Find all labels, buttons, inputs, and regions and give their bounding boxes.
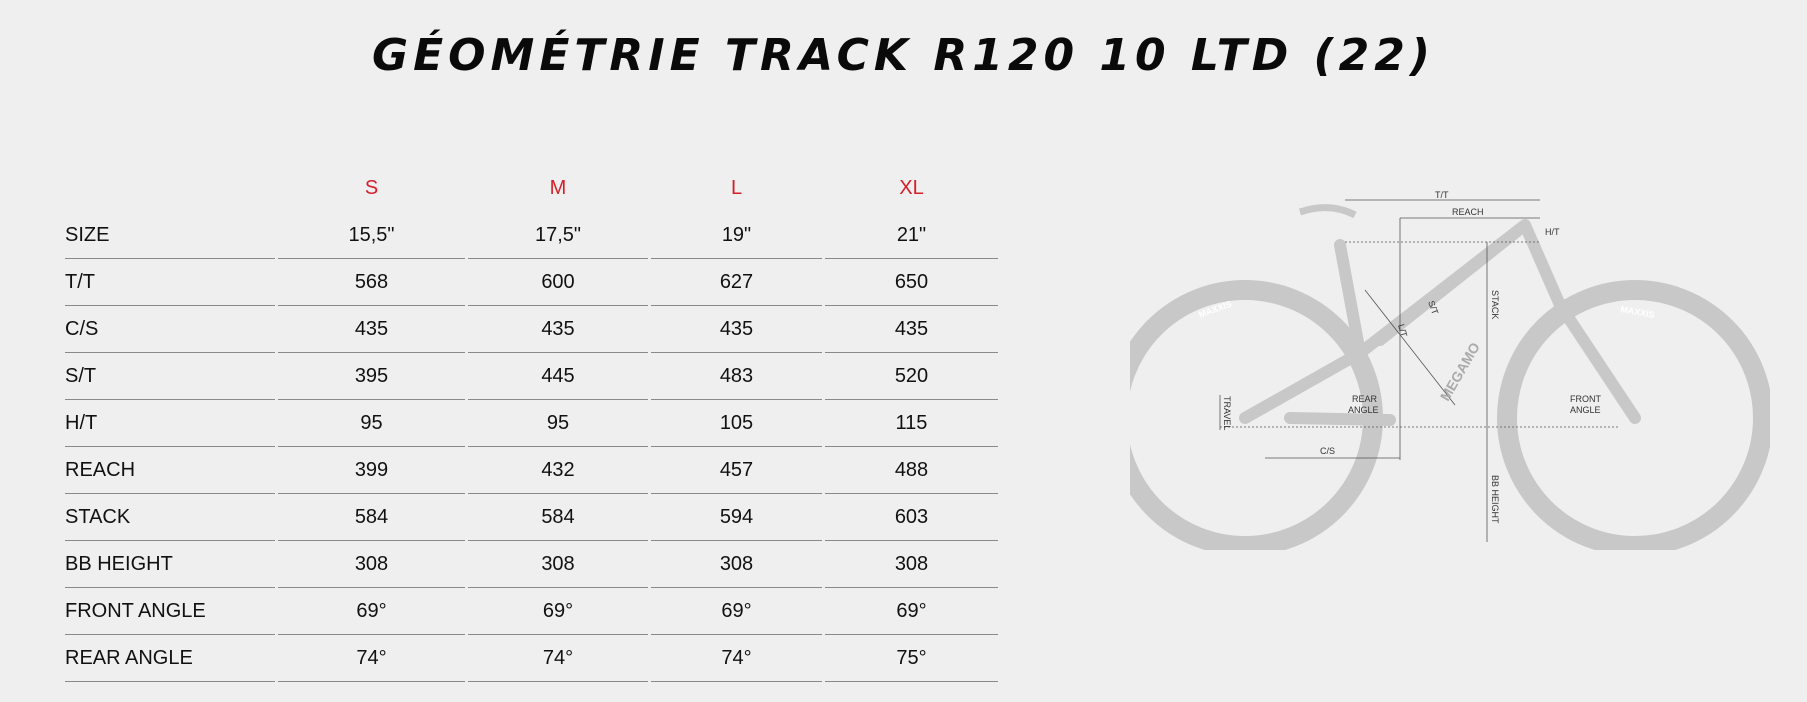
lt-label: L/T: [1396, 323, 1409, 339]
front-wheel: [1497, 280, 1770, 550]
ht-label: H/T: [1545, 227, 1560, 237]
cell-value: 308: [278, 541, 465, 588]
cell-value: 74°: [278, 635, 465, 682]
row-label: S/T: [65, 353, 275, 400]
tire-brand: MAXXIS: [1620, 304, 1656, 320]
table-row: S/T 395 445 483 520: [65, 353, 998, 400]
saddle: [1298, 204, 1357, 219]
geometry-table: S M L XL SIZE 15,5" 17,5" 19" 21" T/T 568 600 62…: [62, 164, 1001, 682]
cell-value: 308: [468, 541, 648, 588]
cell-value: 75°: [825, 635, 998, 682]
rear-angle-label: ANGLE: [1348, 405, 1379, 415]
bike-geometry-diagram: T/T REACH H/T S/T L/T STACK TRAVEL REAR …: [1130, 190, 1770, 550]
row-label: REACH: [65, 447, 275, 494]
cell-value: 308: [825, 541, 998, 588]
cell-value: 435: [651, 306, 822, 353]
cell-value: 399: [278, 447, 465, 494]
frame-brand: MEGAMO: [1437, 340, 1483, 404]
row-label: H/T: [65, 400, 275, 447]
cell-value: 69°: [651, 588, 822, 635]
cell-value: 650: [825, 259, 998, 306]
cell-value: 21": [825, 212, 998, 259]
cell-value: 603: [825, 494, 998, 541]
rear-angle-label: REAR: [1352, 394, 1378, 404]
front-angle-label: ANGLE: [1570, 405, 1601, 415]
cell-value: 395: [278, 353, 465, 400]
cell-value: 74°: [468, 635, 648, 682]
tt-label: T/T: [1435, 190, 1449, 200]
cell-value: 520: [825, 353, 998, 400]
cell-value: 488: [825, 447, 998, 494]
row-label: SIZE: [65, 212, 275, 259]
size-header: S: [364, 176, 379, 199]
row-label: C/S: [65, 306, 275, 353]
row-label: STACK: [65, 494, 275, 541]
cell-value: 95: [468, 400, 648, 447]
cell-value: 95: [278, 400, 465, 447]
cell-value: 483: [651, 353, 822, 400]
cell-value: 69°: [468, 588, 648, 635]
cell-value: 69°: [278, 588, 465, 635]
cell-value: 445: [468, 353, 648, 400]
cell-value: 435: [278, 306, 465, 353]
row-label: BB HEIGHT: [65, 541, 275, 588]
cell-value: 105: [651, 400, 822, 447]
table-row: SIZE 15,5" 17,5" 19" 21": [65, 212, 998, 259]
cs-label: C/S: [1320, 446, 1335, 456]
front-angle-label: FRONT: [1570, 394, 1601, 404]
frame: [1239, 219, 1641, 426]
cell-value: 435: [468, 306, 648, 353]
cell-value: 308: [651, 541, 822, 588]
travel-label: TRAVEL: [1222, 396, 1232, 430]
row-label: REAR ANGLE: [65, 635, 275, 682]
bb-height-label: BB HEIGHT: [1490, 475, 1500, 524]
reach-label: REACH: [1452, 207, 1484, 217]
cell-value: 15,5": [278, 212, 465, 259]
row-label: T/T: [65, 259, 275, 306]
row-label: FRONT ANGLE: [65, 588, 275, 635]
page-title: GÉOMÉTRIE TRACK R120 10 LTD (22): [371, 30, 1435, 81]
size-header: M: [549, 176, 567, 199]
table-row: BB HEIGHT 308 308 308 308: [65, 541, 998, 588]
cell-value: 432: [468, 447, 648, 494]
cell-value: 69°: [825, 588, 998, 635]
size-header: L: [730, 176, 743, 199]
st-label: S/T: [1426, 299, 1440, 316]
cell-value: 584: [468, 494, 648, 541]
size-header: XL: [899, 176, 924, 199]
cell-value: 627: [651, 259, 822, 306]
cell-value: 435: [825, 306, 998, 353]
stack-label: STACK: [1490, 290, 1500, 319]
cell-value: 568: [278, 259, 465, 306]
table-row: STACK 584 584 594 603: [65, 494, 998, 541]
table-row: FRONT ANGLE 69° 69° 69° 69°: [65, 588, 998, 635]
table-row: REACH 399 432 457 488: [65, 447, 998, 494]
cell-value: 600: [468, 259, 648, 306]
cell-value: 584: [278, 494, 465, 541]
cell-value: 115: [825, 400, 998, 447]
cell-value: 19": [651, 212, 822, 259]
table-row: REAR ANGLE 74° 74° 74° 75°: [65, 635, 998, 682]
cell-value: 457: [651, 447, 822, 494]
size-header-row: S M L XL: [65, 164, 998, 212]
cell-value: 74°: [651, 635, 822, 682]
cell-value: 17,5": [468, 212, 648, 259]
table-row: H/T 95 95 105 115: [65, 400, 998, 447]
table-row: C/S 435 435 435 435: [65, 306, 998, 353]
table-row: T/T 568 600 627 650: [65, 259, 998, 306]
cell-value: 594: [651, 494, 822, 541]
